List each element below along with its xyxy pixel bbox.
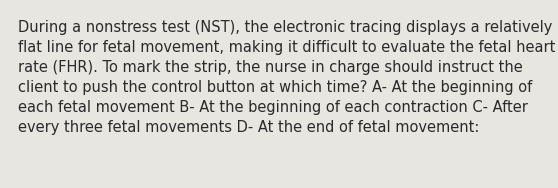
- Text: During a nonstress test (NST), the electronic tracing displays a relatively flat: During a nonstress test (NST), the elect…: [18, 20, 555, 135]
